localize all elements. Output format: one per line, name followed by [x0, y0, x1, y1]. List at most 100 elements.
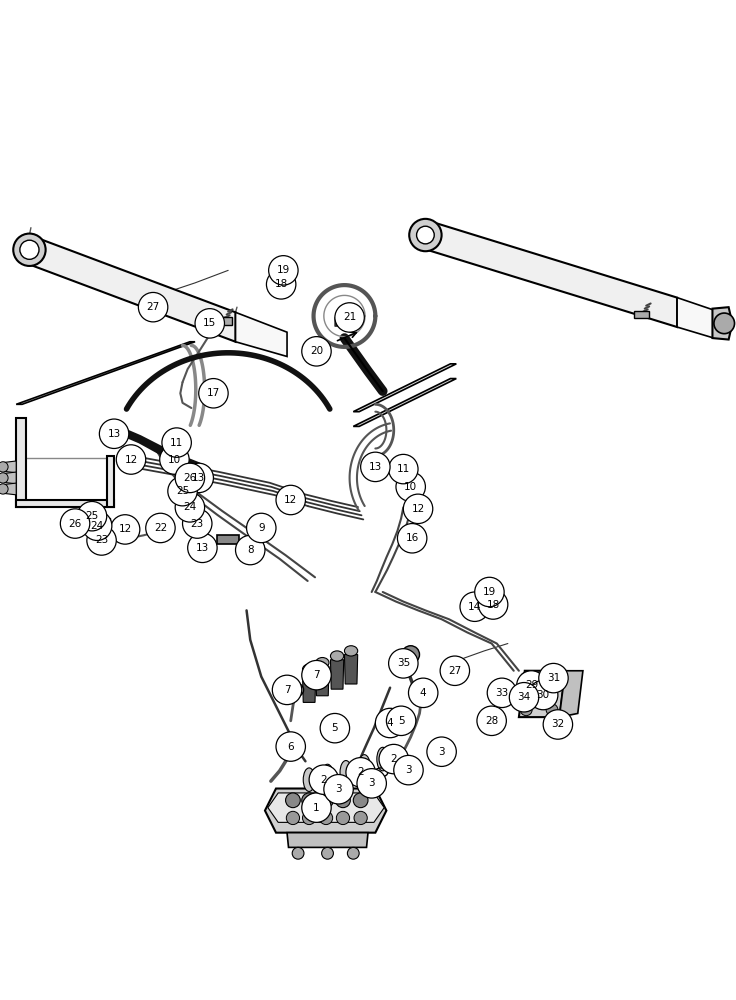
Polygon shape — [519, 671, 565, 717]
Text: 21: 21 — [343, 312, 356, 322]
Circle shape — [402, 646, 420, 663]
Ellipse shape — [340, 761, 352, 784]
Text: 24: 24 — [91, 521, 104, 531]
Text: 12: 12 — [284, 495, 297, 505]
Circle shape — [336, 811, 350, 825]
Text: 13: 13 — [192, 473, 205, 483]
Circle shape — [389, 649, 418, 678]
Text: 19: 19 — [483, 587, 496, 597]
Text: 3: 3 — [438, 747, 445, 757]
Text: 22: 22 — [154, 523, 167, 533]
Ellipse shape — [517, 690, 528, 705]
Ellipse shape — [316, 658, 329, 668]
Ellipse shape — [188, 485, 199, 492]
Text: 7: 7 — [283, 685, 291, 695]
Circle shape — [20, 240, 39, 259]
Text: 5: 5 — [331, 723, 339, 733]
Circle shape — [160, 445, 189, 474]
Polygon shape — [4, 461, 16, 473]
Circle shape — [520, 704, 532, 716]
Text: 12: 12 — [411, 504, 425, 514]
Circle shape — [188, 533, 217, 563]
Circle shape — [286, 793, 300, 808]
Ellipse shape — [344, 646, 358, 656]
Ellipse shape — [377, 747, 389, 771]
Ellipse shape — [284, 738, 300, 755]
Circle shape — [0, 473, 8, 483]
Polygon shape — [16, 418, 26, 507]
Ellipse shape — [93, 534, 102, 543]
Circle shape — [397, 524, 427, 553]
Polygon shape — [183, 474, 205, 479]
Circle shape — [302, 660, 331, 690]
Polygon shape — [107, 456, 114, 507]
Circle shape — [509, 683, 539, 712]
Ellipse shape — [248, 522, 264, 534]
Circle shape — [714, 313, 735, 334]
Circle shape — [183, 509, 212, 538]
Polygon shape — [330, 660, 344, 689]
Circle shape — [175, 463, 205, 493]
Text: 28: 28 — [485, 716, 498, 726]
Polygon shape — [559, 671, 583, 717]
Text: 20: 20 — [310, 346, 323, 356]
Circle shape — [302, 811, 316, 825]
Circle shape — [409, 219, 442, 251]
Circle shape — [302, 793, 316, 808]
Text: 34: 34 — [517, 692, 531, 702]
Circle shape — [324, 775, 353, 804]
Text: 12: 12 — [124, 455, 138, 465]
Text: 33: 33 — [495, 688, 509, 698]
Polygon shape — [335, 317, 352, 326]
Text: 7: 7 — [313, 670, 320, 680]
Polygon shape — [287, 833, 368, 847]
Text: 3: 3 — [368, 778, 375, 788]
Circle shape — [543, 710, 573, 739]
Circle shape — [236, 535, 265, 565]
Ellipse shape — [302, 664, 316, 674]
Text: 10: 10 — [404, 482, 417, 492]
Circle shape — [320, 713, 350, 743]
Text: 24: 24 — [183, 502, 197, 512]
Circle shape — [517, 671, 546, 700]
Circle shape — [475, 577, 504, 607]
Text: 35: 35 — [397, 658, 410, 668]
Circle shape — [417, 226, 434, 244]
Ellipse shape — [286, 683, 304, 697]
Circle shape — [361, 452, 390, 482]
Circle shape — [379, 744, 408, 774]
Polygon shape — [634, 311, 649, 318]
Polygon shape — [265, 789, 386, 833]
Circle shape — [77, 501, 107, 531]
Polygon shape — [677, 298, 714, 338]
Circle shape — [175, 493, 205, 522]
Polygon shape — [353, 364, 456, 412]
Ellipse shape — [498, 682, 511, 701]
Text: 2: 2 — [320, 775, 328, 785]
Circle shape — [460, 592, 489, 621]
Ellipse shape — [189, 493, 198, 501]
Polygon shape — [353, 379, 456, 426]
Text: 10: 10 — [168, 455, 181, 465]
Text: 13: 13 — [369, 462, 382, 472]
Polygon shape — [217, 535, 239, 544]
Text: 11: 11 — [397, 464, 410, 474]
Circle shape — [546, 672, 558, 684]
Polygon shape — [236, 312, 287, 356]
Ellipse shape — [358, 755, 370, 778]
Circle shape — [266, 270, 296, 299]
Text: 32: 32 — [551, 719, 565, 729]
Text: 30: 30 — [537, 690, 550, 700]
Polygon shape — [268, 793, 384, 822]
Circle shape — [319, 811, 333, 825]
Circle shape — [146, 513, 175, 543]
Text: 3: 3 — [405, 765, 412, 775]
Circle shape — [477, 706, 506, 736]
Text: 26: 26 — [183, 473, 197, 483]
Text: 25: 25 — [85, 511, 99, 521]
Text: 27: 27 — [448, 666, 461, 676]
Text: 13: 13 — [107, 429, 121, 439]
Circle shape — [184, 463, 213, 493]
Circle shape — [396, 472, 425, 501]
Circle shape — [546, 704, 558, 716]
